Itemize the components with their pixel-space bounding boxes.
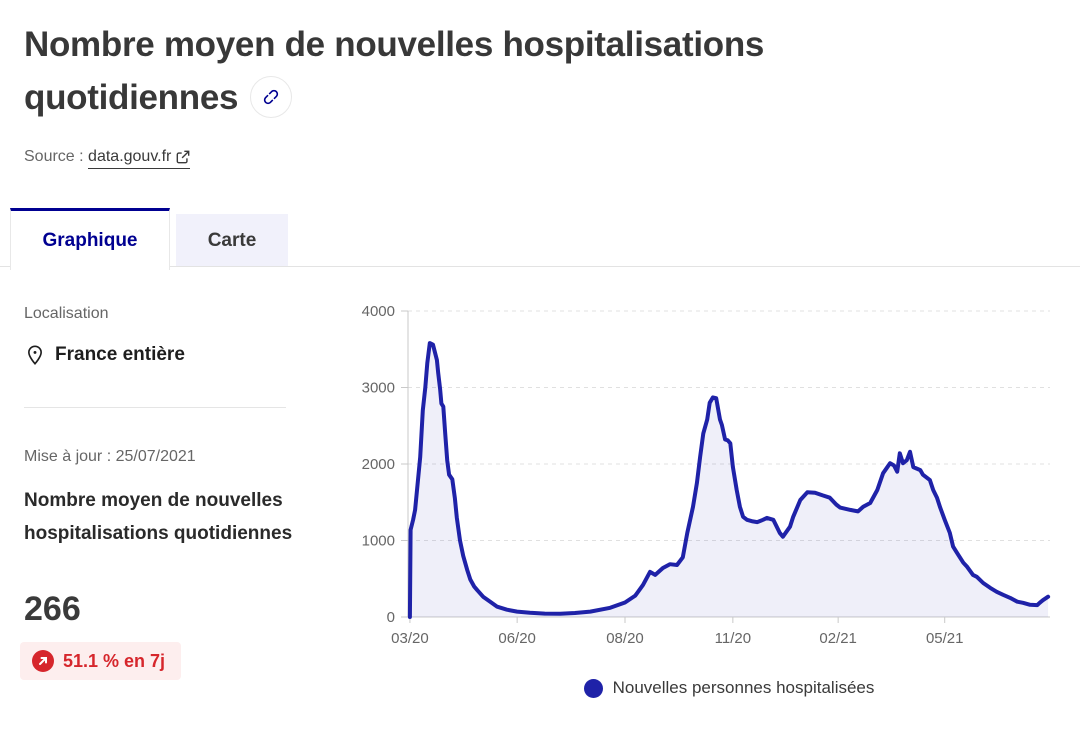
tab-carte[interactable]: Carte — [176, 214, 288, 267]
location-value-row[interactable]: France entière — [24, 344, 185, 366]
metric-title: Nombre moyen de nouvelles hospitalisatio… — [24, 490, 293, 544]
link-icon — [264, 89, 279, 104]
tabbar-divider — [0, 266, 1080, 267]
y-tick-label: 3000 — [362, 380, 395, 397]
series-area — [409, 343, 1049, 617]
tab-carte-label: Carte — [207, 229, 257, 251]
sidebar-divider — [24, 407, 286, 408]
x-tick-label: 08/20 — [606, 630, 644, 647]
y-tick-label: 0 — [387, 609, 395, 626]
page-title-text: Nombre moyen de nouvelles hospitalisatio… — [24, 25, 765, 117]
chart-legend: Nouvelles personnes hospitalisées — [408, 678, 1050, 698]
trend-badge: 51.1 % en 7j — [20, 642, 182, 680]
x-tick-label: 03/20 — [391, 630, 429, 647]
location-value: France entière — [55, 344, 185, 365]
trend-badge-text: 51.1 % en 7j — [63, 650, 166, 671]
x-tick-label: 11/20 — [715, 630, 751, 647]
external-link-icon — [176, 150, 190, 164]
page-title: Nombre moyen de nouvelles hospitalisatio… — [24, 18, 924, 124]
source-link-text: data.gouv.fr — [88, 148, 172, 165]
legend-label: Nouvelles personnes hospitalisées — [612, 678, 875, 697]
x-tick-label: 06/20 — [498, 630, 536, 647]
location-label: Localisation — [24, 305, 109, 322]
metric-value: 266 — [24, 590, 81, 628]
x-tick-label: 05/21 — [926, 630, 964, 647]
y-tick-label: 1000 — [362, 533, 395, 550]
x-tick-label: 02/21 — [819, 630, 857, 647]
updated-date: Mise à jour : 25/07/2021 — [24, 448, 196, 465]
trend-up-arrow-icon — [32, 650, 54, 672]
tab-graphique-label: Graphique — [42, 229, 138, 251]
tab-graphique[interactable]: Graphique — [10, 208, 170, 270]
series-line — [407, 341, 1051, 619]
source-label: Source : — [24, 148, 84, 165]
y-tick-label: 4000 — [362, 303, 395, 320]
legend-dot-icon — [583, 678, 603, 698]
y-tick-label: 2000 — [362, 456, 395, 473]
source-link[interactable]: data.gouv.fr — [88, 148, 191, 169]
hospitalisations-chart[interactable]: 0 1000 2000 3000 4000 03/20 06/20 08/20 11/20 02/… — [330, 303, 1060, 651]
map-pin-icon — [28, 345, 42, 365]
source-row: Source : data.gouv.fr — [24, 148, 191, 169]
permalink-button[interactable] — [250, 75, 293, 118]
